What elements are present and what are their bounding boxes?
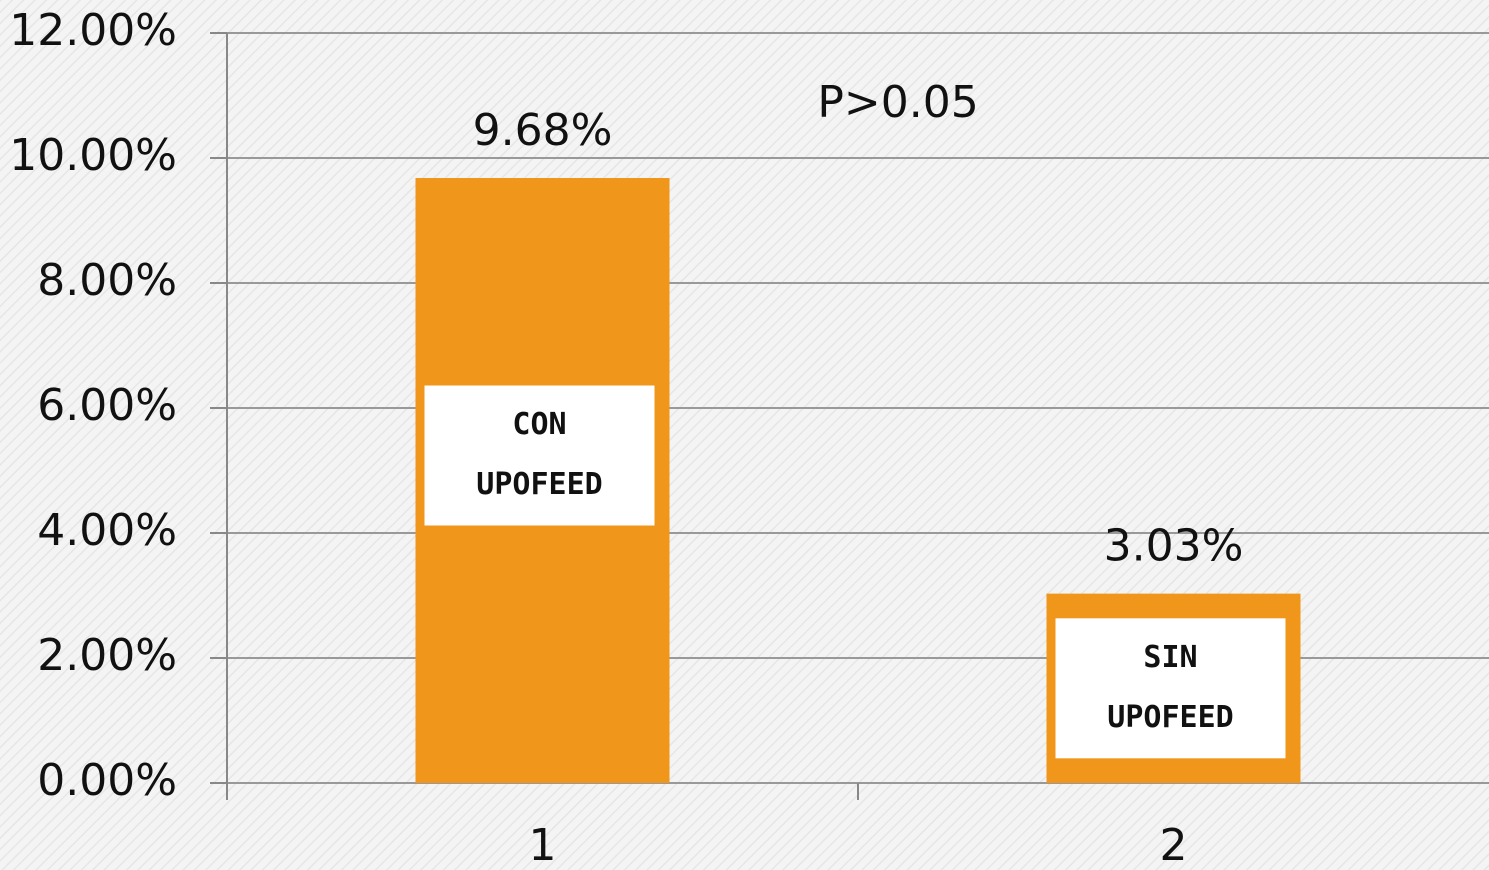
label-box: [1055, 618, 1286, 759]
bar-label: SIN: [1143, 640, 1197, 675]
y-tick-label: 0.00%: [37, 755, 177, 806]
y-tick-label: 6.00%: [37, 380, 177, 431]
y-tick-label: 10.00%: [9, 130, 177, 181]
label-box: [424, 385, 655, 526]
y-tick-label: 4.00%: [37, 505, 177, 556]
y-tick-label: 8.00%: [37, 255, 177, 306]
bar-label: CON: [512, 407, 566, 442]
x-tick-label: 2: [1160, 820, 1188, 870]
value-label: 3.03%: [1104, 521, 1244, 572]
value-label: 9.68%: [473, 105, 613, 156]
y-tick-label: 12.00%: [9, 5, 177, 56]
y-tick-label: 2.00%: [37, 630, 177, 681]
bar-label: UPOFEED: [476, 467, 602, 502]
bar-label: UPOFEED: [1107, 700, 1233, 735]
x-tick-label: 1: [529, 820, 557, 870]
annotation: P>0.05: [817, 77, 978, 128]
